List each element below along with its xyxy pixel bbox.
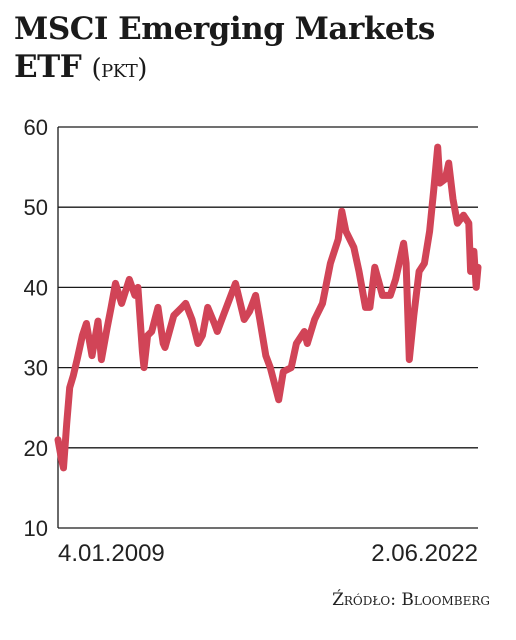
- series-line-0: [54, 143, 482, 472]
- source-note: Źródło: Bloomberg: [332, 590, 490, 610]
- chart-title: MSCI Emerging Markets ETF (pkt): [14, 10, 504, 88]
- y-tick-label-40: 40: [24, 275, 48, 300]
- y-tick-label-20: 20: [24, 436, 48, 461]
- chart-title-unit: (pkt): [91, 54, 148, 84]
- y-tick-label-60: 60: [24, 115, 48, 140]
- line-chart: 10 20 30 40 50 60 4.01.2009 2.06.2022: [24, 115, 482, 567]
- y-axis-ticks: 10 20 30 40 50 60: [24, 115, 48, 541]
- chart-series: [54, 143, 482, 472]
- x-axis-ticks: 4.01.2009 2.06.2022: [58, 540, 478, 567]
- chart-title-main: MSCI Emerging Markets ETF: [14, 11, 435, 85]
- y-tick-label-30: 30: [24, 356, 48, 381]
- x-tick-label-end: 2.06.2022: [371, 540, 478, 567]
- x-tick-label-start: 4.01.2009: [58, 540, 165, 567]
- y-tick-label-50: 50: [24, 195, 48, 220]
- y-tick-label-10: 10: [24, 516, 48, 541]
